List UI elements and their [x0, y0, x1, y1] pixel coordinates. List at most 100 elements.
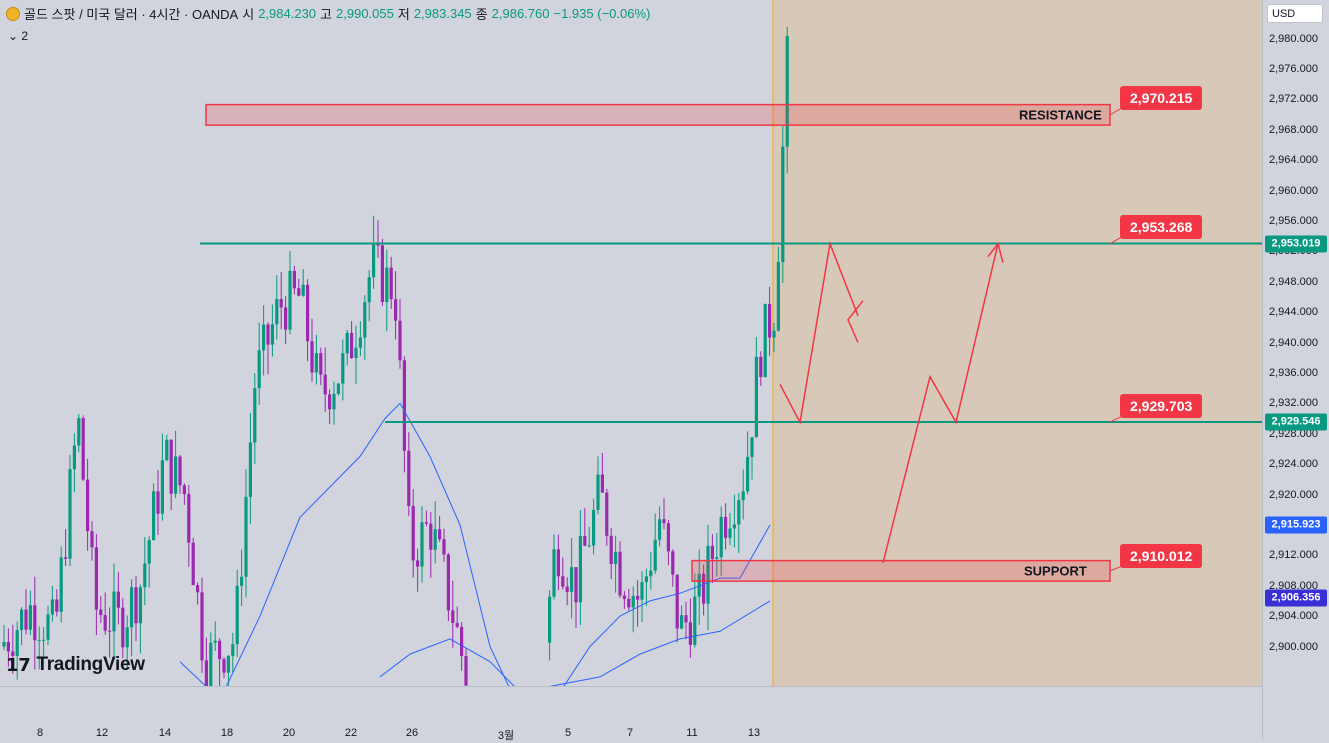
- candle-body: [732, 524, 736, 529]
- candle-body: [310, 341, 314, 373]
- candle-body: [631, 595, 635, 608]
- currency-selector[interactable]: USD: [1267, 4, 1323, 23]
- price-tick-label: 2,908.000: [1269, 579, 1318, 592]
- candle-body: [288, 270, 292, 330]
- change-value: −1.935 (−0.06%): [553, 6, 651, 21]
- high-label: 고: [320, 7, 333, 22]
- candle-body: [688, 622, 692, 645]
- indicator-toggle[interactable]: ⌄ 2: [8, 29, 29, 43]
- candle-body: [750, 437, 754, 457]
- zone-label: SUPPORT: [1024, 563, 1087, 579]
- candle-body: [112, 591, 116, 632]
- price-chart[interactable]: [0, 0, 1262, 686]
- candle-body: [746, 456, 750, 492]
- chart-plot-area[interactable]: 2,970.215 RESISTANCE 2,953.268 2,929.703 2,9…: [0, 0, 1262, 686]
- candle-body: [380, 245, 384, 302]
- candle-body: [116, 591, 120, 608]
- price-tick-label: 2,980.000: [1269, 32, 1318, 45]
- candle-body: [574, 567, 578, 603]
- candle-body: [46, 614, 50, 640]
- price-callout[interactable]: 2,970.215: [1120, 85, 1203, 110]
- price-tick-label: 2,972.000: [1269, 93, 1318, 106]
- price-tick-label: 2,940.000: [1269, 336, 1318, 349]
- time-tick-label: 8: [36, 727, 44, 739]
- time-tick-label: 22: [344, 727, 358, 739]
- candle-body: [235, 585, 239, 645]
- projection-arrowhead: [987, 242, 1004, 263]
- candle-body: [715, 557, 719, 559]
- candle-body: [270, 324, 274, 345]
- candle-body: [389, 267, 393, 300]
- candle-body: [781, 146, 785, 263]
- candle-body: [662, 519, 666, 524]
- price-tick-label: 2,964.000: [1269, 154, 1318, 167]
- time-axis[interactable]: 8 12 14 18 20 22 26 3월 5 7 11 13: [0, 686, 1262, 742]
- candle-body: [332, 393, 336, 410]
- candle-body: [257, 350, 261, 389]
- candle-body: [244, 496, 248, 577]
- low-value: 2,983.345: [413, 6, 472, 21]
- candle-body: [671, 551, 675, 575]
- symbol-legend[interactable]: 골드 스팟 / 미국 달러 · 4시간 · OANDA 시 2,984.230 고…: [6, 4, 650, 23]
- candle-body: [785, 36, 789, 147]
- time-tick-label: 26: [405, 727, 419, 739]
- candle-body: [81, 418, 85, 480]
- candle-body: [552, 549, 556, 597]
- price-tick-label: 2,900.000: [1269, 640, 1318, 653]
- candle-body: [570, 567, 574, 593]
- candle-body: [297, 288, 301, 296]
- time-tick-label: 13: [747, 727, 761, 739]
- price-callout[interactable]: 2,953.268: [1120, 214, 1203, 239]
- time-tick-label: 3월: [497, 730, 515, 742]
- candle-body: [301, 284, 305, 296]
- moving-average-line: [379, 600, 771, 686]
- candle-body: [24, 609, 28, 630]
- price-tick-label: 2,920.000: [1269, 488, 1318, 501]
- candle-body: [548, 596, 552, 643]
- candle-body: [693, 596, 697, 645]
- candle-body: [59, 557, 63, 612]
- candle-body: [178, 456, 182, 486]
- candle-body: [156, 491, 160, 514]
- candle-body: [433, 529, 437, 550]
- candle-body: [90, 531, 94, 548]
- candle-body: [55, 599, 59, 612]
- future-shaded-region: [773, 0, 1262, 686]
- tradingview-logo-text: TradingView: [36, 654, 145, 675]
- high-value: 2,990.055: [336, 6, 394, 21]
- price-callout[interactable]: 2,910.012: [1120, 544, 1203, 569]
- candle-body: [420, 522, 424, 567]
- price-tick-label: 2,932.000: [1269, 397, 1318, 410]
- candle-body: [200, 592, 204, 661]
- time-tick-label: 5: [564, 727, 572, 739]
- candle-body: [706, 545, 710, 604]
- candle-body: [398, 320, 402, 361]
- candle-body: [605, 492, 609, 536]
- price-tick-label: 2,924.000: [1269, 458, 1318, 471]
- candle-body: [416, 560, 420, 567]
- axis-price-tag: 2,953.019: [1265, 235, 1327, 253]
- candle-body: [402, 360, 406, 451]
- candle-body: [213, 640, 217, 643]
- candle-body: [644, 576, 648, 583]
- candle-body: [442, 539, 446, 555]
- candle-body: [741, 491, 745, 501]
- candle-body: [94, 547, 98, 610]
- candle-body: [561, 576, 565, 587]
- price-axis[interactable]: USD 2,980.000 2,976.000 2,972.000 2,968.000…: [1262, 0, 1329, 740]
- candle-body: [385, 267, 389, 302]
- candle-body: [266, 324, 270, 345]
- candle-body: [772, 330, 776, 338]
- time-tick-label: 12: [95, 727, 109, 739]
- candle-body: [15, 630, 19, 656]
- tradingview-logo[interactable]: 17 TradingView: [6, 654, 145, 676]
- candle-body: [763, 303, 767, 377]
- candle-body: [6, 642, 10, 652]
- symbol-title: 골드 스팟 / 미국 달러 · 4시간 · OANDA: [24, 7, 239, 22]
- price-callout[interactable]: 2,929.703: [1120, 394, 1203, 419]
- candle-body: [2, 642, 6, 647]
- candle-body: [350, 332, 354, 358]
- candle-body: [702, 573, 706, 604]
- candle-body: [240, 576, 244, 586]
- candle-body: [328, 394, 332, 410]
